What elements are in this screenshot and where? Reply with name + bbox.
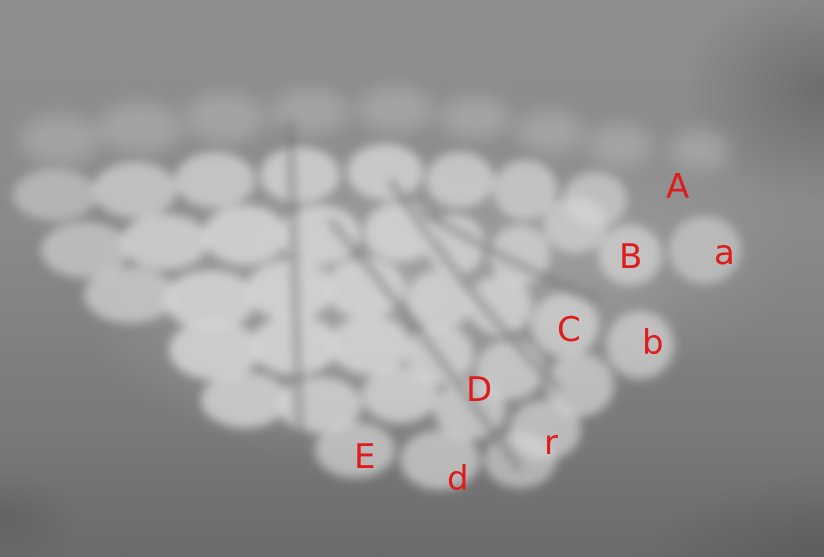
label-b: b xyxy=(642,323,664,363)
label-d: d xyxy=(447,459,469,499)
label-D: D xyxy=(466,370,493,410)
label-r: r xyxy=(544,423,558,463)
label-A: A xyxy=(666,167,690,207)
label-B: B xyxy=(619,237,643,277)
label-a: a xyxy=(714,233,735,273)
label-C: C xyxy=(557,310,581,350)
label-E: E xyxy=(354,437,376,477)
